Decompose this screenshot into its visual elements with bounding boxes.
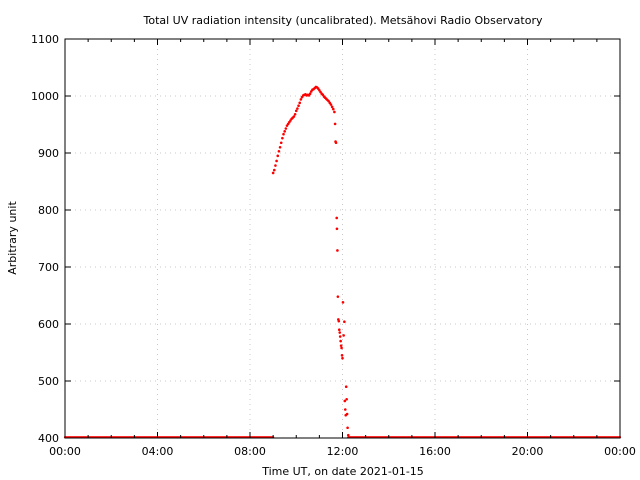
data-point bbox=[274, 164, 277, 167]
y-tick-label: 1000 bbox=[31, 90, 59, 103]
y-tick-label: 400 bbox=[38, 432, 59, 445]
data-point bbox=[338, 335, 342, 338]
data-point bbox=[275, 159, 278, 163]
x-tick-label: 12:00 bbox=[327, 445, 359, 458]
data-point bbox=[292, 115, 296, 118]
data-point bbox=[341, 356, 344, 360]
data-point bbox=[329, 103, 333, 106]
data-point bbox=[294, 109, 298, 113]
data-point bbox=[308, 92, 312, 96]
data-point bbox=[337, 328, 341, 332]
data-point bbox=[276, 154, 280, 158]
x-tick-label: 16:00 bbox=[419, 445, 451, 458]
y-tick-label: 1100 bbox=[31, 33, 59, 46]
data-point bbox=[346, 433, 350, 437]
y-tick-label: 600 bbox=[38, 318, 59, 331]
data-point bbox=[344, 385, 348, 389]
data-point bbox=[299, 98, 303, 101]
data-point bbox=[342, 334, 345, 337]
data-point bbox=[293, 112, 297, 116]
data-point bbox=[343, 399, 347, 403]
x-axis-label: Time UT, on date 2021-01-15 bbox=[261, 465, 424, 478]
data-point bbox=[271, 171, 275, 175]
data-point bbox=[339, 344, 343, 347]
data-point bbox=[278, 146, 282, 149]
data-point bbox=[334, 141, 338, 145]
data-point bbox=[282, 132, 285, 136]
x-tick-label: 00:00 bbox=[49, 445, 81, 458]
data-point bbox=[331, 107, 335, 111]
data-point bbox=[346, 426, 349, 430]
y-tick-label: 800 bbox=[38, 204, 59, 217]
data-point bbox=[296, 107, 299, 110]
data-point bbox=[336, 249, 339, 252]
data-point bbox=[272, 168, 276, 172]
y-tick-label: 500 bbox=[38, 375, 59, 388]
data-point bbox=[340, 354, 344, 357]
y-axis-label: Arbitrary unit bbox=[6, 201, 19, 275]
chart-title: Total UV radiation intensity (uncalibrat… bbox=[143, 14, 543, 27]
data-point bbox=[283, 130, 286, 133]
data-point bbox=[333, 110, 336, 114]
data-point bbox=[335, 227, 339, 231]
data-point bbox=[298, 101, 302, 105]
x-tick-label: 08:00 bbox=[234, 445, 266, 458]
y-tick-label: 700 bbox=[38, 261, 59, 274]
data-point bbox=[330, 105, 334, 109]
data-point bbox=[338, 331, 342, 334]
y-tick-label: 900 bbox=[38, 147, 59, 160]
plot-frame bbox=[64, 38, 621, 439]
data-point bbox=[339, 339, 342, 343]
data-point bbox=[281, 136, 284, 140]
data-point bbox=[279, 141, 283, 145]
x-tick-label: 20:00 bbox=[512, 445, 544, 458]
data-point bbox=[343, 408, 347, 411]
grid-lines bbox=[65, 39, 620, 438]
data-point bbox=[277, 149, 281, 153]
axis-ticks: 00:00 04:00 08:00 12:00 16:00 20:00 00:0040050… bbox=[31, 33, 636, 458]
data-point bbox=[345, 397, 348, 401]
data-points bbox=[63, 85, 622, 439]
data-point bbox=[335, 216, 339, 220]
data-point bbox=[343, 320, 346, 324]
data-point bbox=[336, 295, 340, 298]
data-point bbox=[284, 127, 288, 130]
data-point bbox=[340, 346, 343, 350]
x-tick-label: 00:00 bbox=[604, 445, 636, 458]
data-point bbox=[341, 301, 345, 304]
x-tick-label: 04:00 bbox=[142, 445, 174, 458]
data-point bbox=[337, 319, 341, 323]
data-point bbox=[345, 412, 349, 416]
data-point bbox=[297, 104, 300, 107]
data-point bbox=[333, 122, 337, 126]
